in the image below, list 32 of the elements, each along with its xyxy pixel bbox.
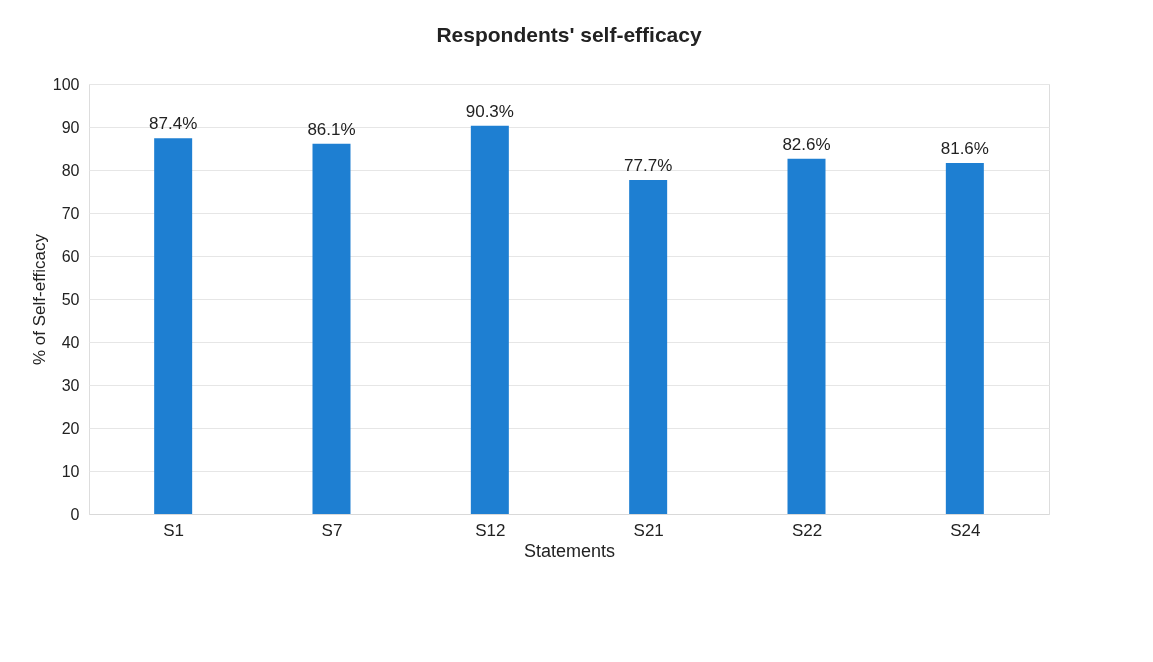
x-tick-label: S12 [475, 520, 506, 540]
data-label: 86.1% [307, 119, 356, 139]
chart-title: Respondents' self-efficacy [436, 23, 702, 46]
y-tick-label: 90 [61, 118, 80, 136]
x-axis-title: Statements [523, 540, 616, 561]
x-tick-label: S24 [950, 520, 981, 540]
y-tick-label: 30 [61, 376, 80, 394]
x-tick-label: S1 [163, 520, 185, 540]
data-label: 77.7% [624, 155, 673, 175]
data-label: 90.3% [465, 101, 514, 121]
y-tick-label: 80 [61, 161, 80, 179]
y-tick-label: 0 [70, 505, 80, 523]
y-tick-label: 50 [61, 290, 80, 308]
data-label: 81.6% [940, 139, 989, 159]
bar [470, 125, 509, 514]
x-tick-label: S22 [791, 520, 823, 540]
data-label: 82.6% [782, 134, 831, 154]
bar [154, 138, 193, 514]
x-tick-label: S21 [633, 520, 664, 540]
data-label: 87.4% [149, 114, 198, 134]
bar [312, 143, 351, 514]
y-tick-label: 10 [61, 462, 80, 480]
x-tick-label: S7 [321, 520, 343, 540]
y-axis-title: % of Self-efficacy [29, 233, 49, 366]
y-tick-label: 100 [52, 75, 80, 93]
y-tick-label: 20 [61, 419, 80, 437]
bar [945, 163, 984, 514]
y-tick-label: 70 [61, 204, 80, 222]
bar [787, 158, 826, 514]
y-tick-label: 40 [61, 333, 80, 351]
bar [629, 179, 668, 514]
y-tick-label: 60 [61, 247, 80, 265]
